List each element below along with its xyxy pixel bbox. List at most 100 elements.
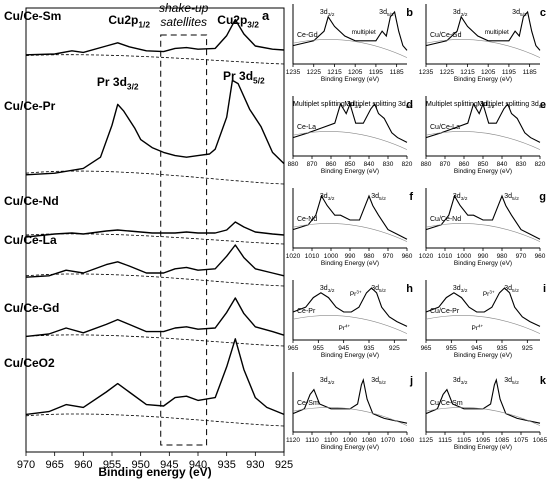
panel-c-x-tick-label: 1195 (502, 69, 516, 76)
panel-g-x-tick-label: 1000 (457, 253, 472, 260)
panel-h-x-tick-label: 945 (338, 345, 349, 352)
panel-b-x-tick-label: 1185 (390, 69, 404, 76)
panel-e-x-tick-label: 820 (535, 161, 546, 168)
panel-a-background-2 (25, 233, 285, 245)
panel-a-x-tick-label: 930 (246, 459, 264, 471)
panel-a-x-tick-label: 965 (45, 459, 63, 471)
panel-d-x-tick-label: 840 (364, 161, 375, 168)
panel-a-x-tick-label: 955 (103, 459, 121, 471)
panel-a-series-0 (25, 18, 285, 56)
panel-a-annot-pr3d52: Pr 3d5/2 (223, 69, 265, 86)
panel-e-x-tick-label: 830 (516, 161, 527, 168)
panel-f-x-tick-label: 1010 (305, 253, 320, 260)
panel-b-annot-2: 3d5/2 (379, 9, 394, 18)
panel-d-x-tick-label: 850 (345, 161, 356, 168)
panel-j-x-label: Binding Energy (eV) (321, 444, 379, 451)
panel-c-fit (425, 39, 541, 58)
panel-f-x-tick-label: 990 (345, 253, 356, 260)
panel-e-x-tick-label: 870 (440, 161, 451, 168)
panel-g-x-tick-label: 1020 (419, 253, 434, 260)
panel-h-annot-4: Pr4+ (338, 324, 350, 332)
panel-a-annot-pr3d32: Pr 3d3/2 (97, 75, 139, 92)
panel-d-x-tick-label: 870 (307, 161, 318, 168)
panel-a-x-tick-label: 940 (189, 459, 207, 471)
shake-up-label-1: shake-up (159, 1, 209, 15)
panel-j-x-tick-label: 1060 (400, 437, 415, 444)
panel-h-annot-3: Pr3+ (350, 290, 362, 298)
panel-a-background-1 (25, 170, 285, 185)
panel-a-annot-cu2p12: Cu2p1/2 (108, 13, 150, 30)
panel-c-x-tick-label: 1215 (460, 69, 475, 76)
panel-c-annot-1: 3d3/2 (453, 9, 468, 18)
panel-k-letter: k (540, 375, 547, 387)
panel-k-x-tick-label: 1085 (495, 437, 510, 444)
panel-a-x-tick-label: 970 (17, 459, 35, 471)
panel-b-letter: b (406, 7, 413, 19)
panel-j-x-tick-label: 1110 (305, 437, 319, 444)
panel-i-x-tick-label: 955 (446, 345, 457, 352)
panel-a-background-4 (25, 334, 285, 347)
panel-h-x-label: Binding Energy (eV) (321, 352, 379, 359)
panel-b-x-tick-label: 1225 (306, 69, 321, 76)
panel-i-x-tick-label: 935 (497, 345, 508, 352)
panel-a-x-tick-label: 925 (275, 459, 293, 471)
panel-k-series (425, 378, 541, 424)
panel-g-x-tick-label: 980 (497, 253, 508, 260)
panel-g-x-label: Binding Energy (eV) (454, 260, 512, 267)
panel-a-series-name: Cu/Ce-Pr (4, 99, 56, 113)
shake-up-label-2: satellites (160, 15, 207, 29)
panel-j-letter: j (409, 375, 413, 387)
panel-b-annot-1: 3d3/2 (320, 9, 335, 18)
panel-b-series (292, 10, 408, 51)
panel-b-annot-3: multiplet (352, 29, 376, 36)
panel-c-x-tick-label: 1185 (523, 69, 537, 76)
panel-e-x-tick-label: 860 (459, 161, 470, 168)
panel-a-x-tick-label: 935 (217, 459, 235, 471)
panel-a-series-1 (25, 79, 285, 176)
panel-k-x-tick-label: 1105 (457, 437, 471, 444)
panel-f-series-name: Ce-Nd (297, 216, 317, 223)
panel-d-x-tick-label: 860 (326, 161, 337, 168)
panel-f-x-tick-label: 1020 (286, 253, 301, 260)
panel-a-series-name: Cu/CeO2 (4, 356, 55, 370)
panel-j-x-tick-label: 1120 (286, 437, 300, 444)
panel-j-series (292, 378, 408, 424)
panel-a-annot-cu2p32: Cu2p3/2 (217, 13, 259, 30)
panel-g-series (425, 194, 541, 240)
panel-g-letter: g (539, 191, 546, 203)
panel-k-x-tick-label: 1095 (476, 437, 491, 444)
panel-k-x-tick-label: 1065 (533, 437, 548, 444)
panel-g-x-tick-label: 990 (478, 253, 489, 260)
panel-a-series-name: Cu/Ce-Nd (4, 194, 59, 208)
panel-k-series-name: Cu/Ce-Sm (430, 400, 463, 407)
panel-c-x-tick-label: 1225 (439, 69, 454, 76)
panel-g-annot-2: 3d5/2 (504, 193, 519, 202)
panel-h-letter: h (406, 283, 413, 295)
panel-g-annot-1: 3d3/2 (453, 193, 468, 202)
panel-b-x-tick-label: 1195 (369, 69, 383, 76)
panel-a-background-0 (25, 54, 285, 65)
panel-i-series (425, 287, 541, 327)
panel-f-annot-2: 3d5/2 (371, 193, 386, 202)
panel-c-series (425, 10, 541, 51)
panel-d-letter: d (406, 99, 413, 111)
shake-up-box (160, 34, 208, 446)
panel-d-x-tick-label: 830 (383, 161, 394, 168)
panel-e-x-tick-label: 850 (478, 161, 489, 168)
panel-k-x-tick-label: 1075 (514, 437, 529, 444)
panel-j-x-tick-label: 1100 (324, 437, 338, 444)
panel-e-series-name: Cu/Ce-La (430, 124, 460, 131)
panel-b-x-tick-label: 1205 (348, 69, 363, 76)
panel-b-fit (292, 39, 408, 58)
panel-b-series-name: Ce-Gd (297, 32, 318, 39)
panel-i-x-tick-label: 925 (522, 345, 533, 352)
panel-g-x-tick-label: 1010 (438, 253, 453, 260)
panel-i-series-name: Cu/Ce-Pr (430, 308, 460, 315)
panel-f-annot-1: 3d3/2 (320, 193, 335, 202)
panel-c-annot-2: 3d5/2 (512, 9, 527, 18)
panel-g-x-tick-label: 970 (516, 253, 527, 260)
panel-j-x-tick-label: 1080 (362, 437, 377, 444)
panel-i-annot-1: 3d3/2 (453, 285, 468, 294)
panel-a-x-tick-label: 945 (160, 459, 178, 471)
panel-i-letter: i (543, 283, 546, 295)
